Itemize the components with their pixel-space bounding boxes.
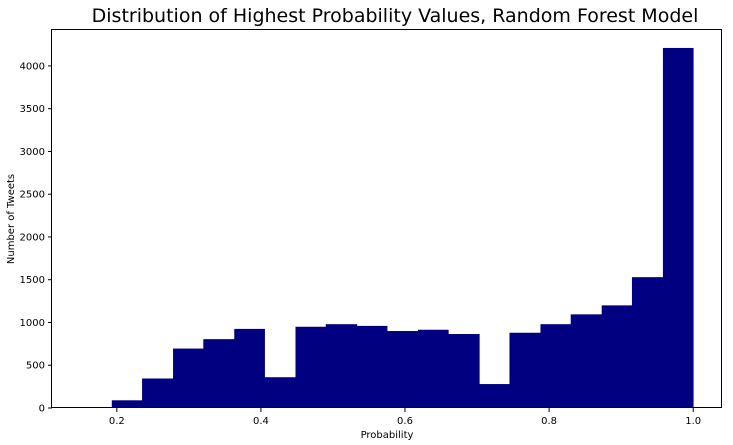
y-tick-label: 1000 xyxy=(20,318,45,329)
x-tick-label: 0.2 xyxy=(109,416,125,427)
y-tick-label: 2500 xyxy=(20,190,45,201)
y-axis-label: Number of Tweets xyxy=(6,174,17,264)
plot-frame xyxy=(51,29,722,408)
histogram-bar-10 xyxy=(356,325,388,408)
y-tick-label: 0 xyxy=(39,404,45,415)
x-tick-label: 0.6 xyxy=(397,416,413,427)
y-tick-label: 3000 xyxy=(20,147,45,158)
y-tick-label: 500 xyxy=(26,361,45,372)
chart-title: Distribution of Highest Probability Valu… xyxy=(92,5,699,27)
histogram-bar-4 xyxy=(173,348,204,408)
histogram-bar-11 xyxy=(387,331,419,408)
x-tick-label: 0.4 xyxy=(253,416,269,427)
x-tick-label: 1.0 xyxy=(685,416,701,427)
y-tick-label: 1500 xyxy=(20,275,45,286)
histogram-bar-7 xyxy=(264,377,296,408)
histogram-bar-5 xyxy=(203,339,235,408)
histogram-bar-14 xyxy=(479,384,510,408)
histogram-bar-19 xyxy=(631,277,664,408)
histogram-bar-3 xyxy=(142,378,174,408)
histogram-bar-20 xyxy=(662,47,694,408)
histogram-bar-13 xyxy=(448,334,480,408)
histogram-bar-12 xyxy=(417,329,449,408)
y-tick-label: 3500 xyxy=(20,104,45,115)
histogram-bar-2 xyxy=(111,400,143,408)
x-axis-ticks: 0.2 0.4 0.6 0.8 1.0 xyxy=(109,408,701,427)
x-axis-label: Probability xyxy=(361,430,414,441)
bars-group xyxy=(80,47,694,408)
histogram-bar-9 xyxy=(325,324,358,408)
x-tick-label: 0.8 xyxy=(541,416,557,427)
histogram-bar-18 xyxy=(601,305,633,408)
y-tick-label: 4000 xyxy=(20,61,45,72)
histogram-bar-6 xyxy=(234,328,265,408)
histogram-bar-8 xyxy=(295,326,327,408)
y-tick-label: 2000 xyxy=(20,232,45,243)
histogram-bar-17 xyxy=(570,314,603,408)
histogram-bar-16 xyxy=(540,324,572,408)
histogram-bar-15 xyxy=(509,332,541,408)
y-axis-ticks: 0 500 1000 1500 2000 2500 3000 3500 4000 xyxy=(20,61,52,415)
